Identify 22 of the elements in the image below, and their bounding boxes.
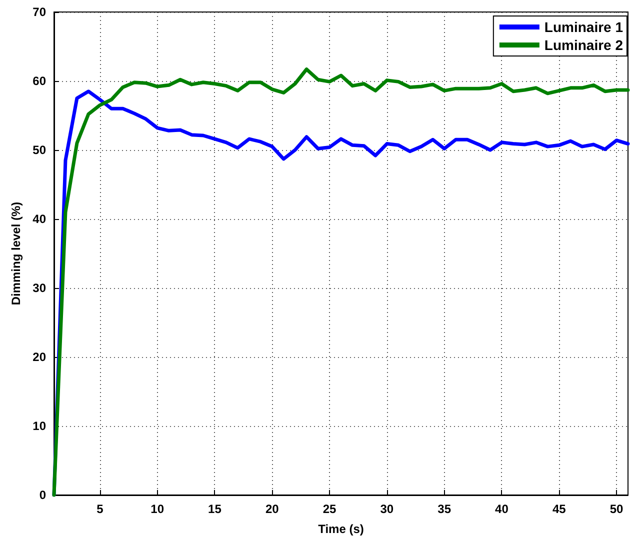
x-tick-label: 10 bbox=[150, 502, 164, 516]
y-axis-title: Dimming level (%) bbox=[8, 202, 23, 306]
legend-label: Luminaire 1 bbox=[544, 19, 624, 35]
y-tick-label: 30 bbox=[32, 281, 46, 295]
x-tick-label: 45 bbox=[552, 502, 566, 516]
x-tick-label: 20 bbox=[265, 502, 280, 516]
x-tick-label: 50 bbox=[610, 502, 624, 516]
x-tick-label: 35 bbox=[438, 502, 452, 516]
x-axis-title: Time (s) bbox=[318, 522, 364, 536]
y-tick-label: 10 bbox=[32, 419, 46, 433]
y-tick-label: 20 bbox=[32, 350, 46, 364]
x-tick-label: 30 bbox=[380, 502, 394, 516]
y-tick-label: 60 bbox=[32, 74, 46, 88]
x-tick-label: 15 bbox=[208, 502, 222, 516]
legend-label: Luminaire 2 bbox=[544, 37, 624, 53]
x-tick-label: 25 bbox=[322, 502, 337, 516]
y-tick-label: 40 bbox=[32, 212, 46, 226]
x-tick-label: 5 bbox=[96, 502, 104, 516]
y-tick-label: 0 bbox=[39, 488, 46, 502]
x-tick-label: 40 bbox=[495, 502, 509, 516]
y-tick-label: 70 bbox=[32, 5, 46, 19]
y-tick-label: 50 bbox=[32, 143, 46, 157]
